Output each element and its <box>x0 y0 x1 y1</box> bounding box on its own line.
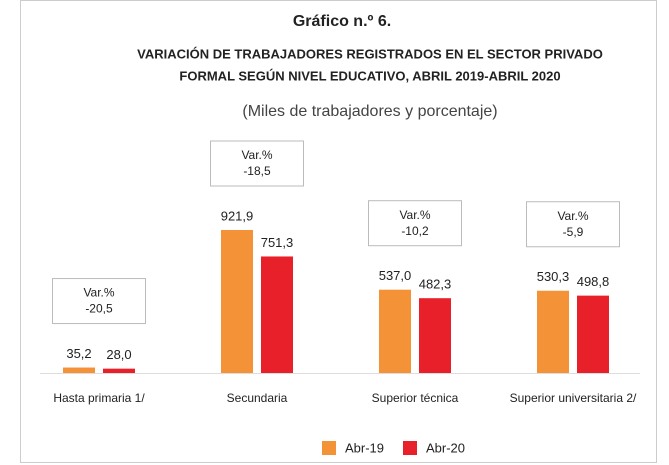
value-label: 28,0 <box>106 347 131 362</box>
chart-subtitle: VARIACIÓN DE TRABAJADORES REGISTRADOS EN… <box>137 46 603 61</box>
value-label: 530,3 <box>537 269 570 284</box>
chart-subtitle: FORMAL SEGÚN NIVEL EDUCATIVO, ABRIL 2019… <box>179 68 560 83</box>
bar <box>63 367 95 373</box>
annotation-box <box>210 140 304 187</box>
legend-label: Abr-19 <box>345 440 384 455</box>
bar <box>577 295 609 373</box>
legend-swatch <box>403 441 417 455</box>
x-tick-label: Hasta primaria 1/ <box>53 391 145 405</box>
bar <box>379 289 411 373</box>
annotation-text: -18,5 <box>243 164 271 178</box>
legend-label: Abr-20 <box>426 440 465 455</box>
value-label: 537,0 <box>379 268 412 283</box>
legend-swatch <box>322 441 336 455</box>
value-label: 751,3 <box>261 235 294 250</box>
x-tick-label: Secundaria <box>227 391 288 405</box>
annotation-title: Var.% <box>241 148 272 162</box>
bar <box>103 368 135 373</box>
annotation-text: -5,9 <box>563 225 584 239</box>
x-tick-label: Superior universitaria 2/ <box>510 391 637 405</box>
x-tick-label: Superior técnica <box>372 391 459 405</box>
bar <box>537 290 569 373</box>
bar <box>419 298 451 373</box>
bar <box>261 256 293 373</box>
chart-title: Gráfico n.º 6. <box>293 13 391 30</box>
value-label: 35,2 <box>66 346 91 361</box>
annotation-box <box>368 200 462 247</box>
annotation-title: Var.% <box>83 286 114 300</box>
value-label: 482,3 <box>419 277 452 292</box>
units-label: (Miles de trabajadores y porcentaje) <box>242 103 497 120</box>
bar <box>221 230 253 373</box>
annotation-text: -10,2 <box>401 224 429 238</box>
value-label: 921,9 <box>221 208 254 223</box>
annotation-box <box>526 201 620 248</box>
annotation-title: Var.% <box>399 208 430 222</box>
annotation-text: -20,5 <box>85 302 113 316</box>
annotation-title: Var.% <box>557 209 588 223</box>
value-label: 498,8 <box>577 274 610 289</box>
annotation-box <box>52 278 146 325</box>
